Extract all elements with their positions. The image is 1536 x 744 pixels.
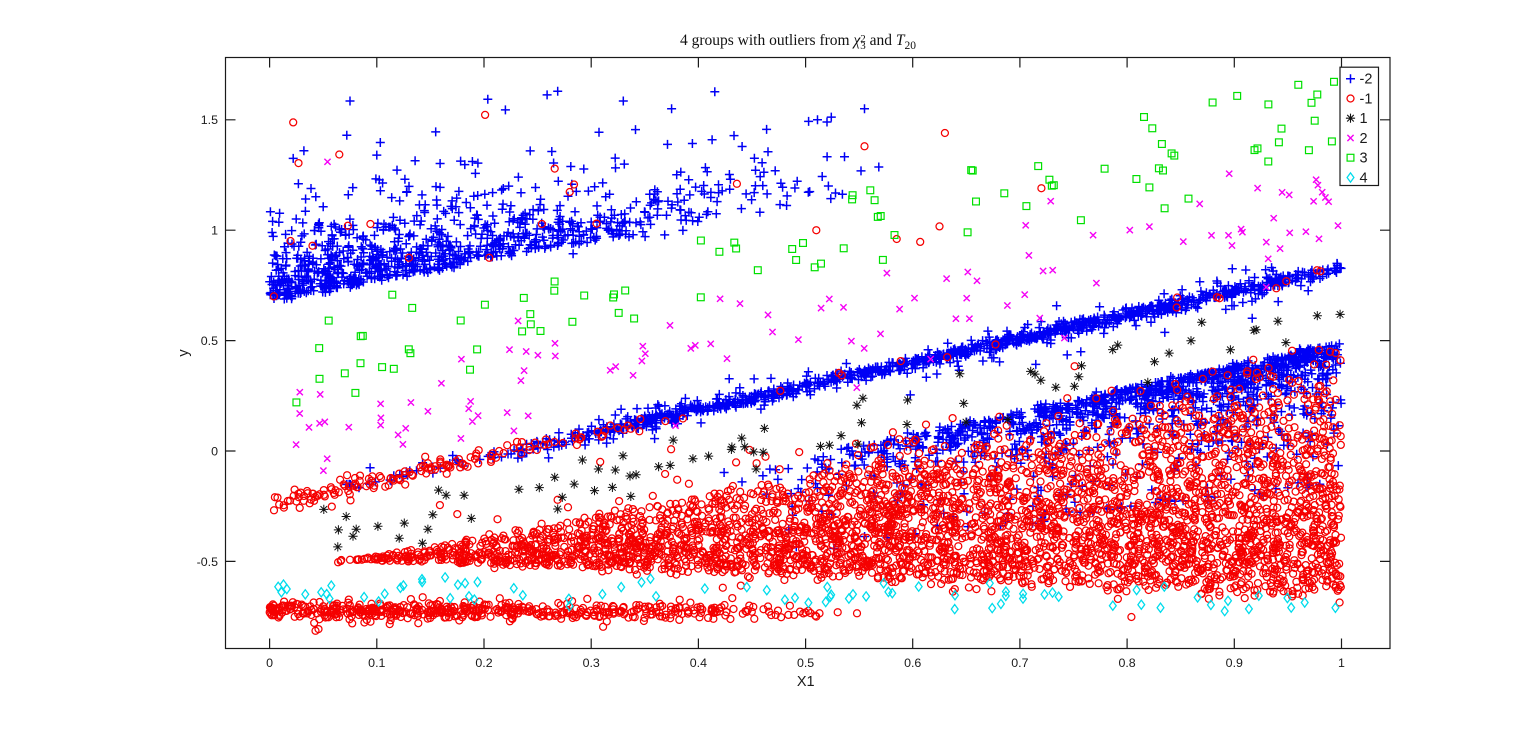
svg-text:y: y	[176, 349, 192, 357]
svg-text:1: 1	[211, 224, 218, 238]
svg-text:2: 2	[1360, 131, 1368, 147]
svg-text:0.7: 0.7	[1011, 656, 1028, 670]
svg-text:1: 1	[1360, 111, 1368, 127]
svg-text:0.5: 0.5	[201, 334, 218, 348]
svg-text:0.8: 0.8	[1118, 656, 1135, 670]
svg-text:1.5: 1.5	[201, 113, 218, 127]
svg-text:0.9: 0.9	[1226, 656, 1243, 670]
svg-text:-2: -2	[1360, 72, 1373, 88]
svg-text:3: 3	[1360, 151, 1368, 167]
svg-text:-1: -1	[1360, 91, 1373, 107]
svg-text:0.6: 0.6	[904, 656, 921, 670]
svg-text:0.2: 0.2	[475, 656, 492, 670]
svg-text:0.5: 0.5	[797, 656, 814, 670]
svg-text:0.1: 0.1	[368, 656, 385, 670]
svg-text:4: 4	[1360, 171, 1368, 187]
svg-text:0.3: 0.3	[583, 656, 600, 670]
svg-text:X1: X1	[797, 674, 815, 690]
svg-text:-0.5: -0.5	[197, 555, 218, 569]
svg-text:1: 1	[1338, 656, 1345, 670]
svg-text:0: 0	[211, 444, 218, 458]
svg-text:0: 0	[266, 656, 273, 670]
svg-text:0.4: 0.4	[690, 656, 707, 670]
